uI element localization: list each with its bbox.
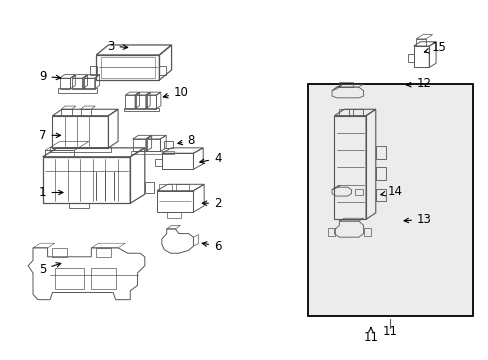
Bar	[132, 139, 145, 152]
Bar	[415, 39, 425, 46]
Bar	[72, 78, 82, 89]
Bar	[60, 78, 70, 89]
Bar	[52, 248, 67, 257]
Bar	[375, 146, 385, 158]
Text: 5: 5	[39, 263, 61, 276]
Text: 4: 4	[200, 152, 221, 165]
Text: 2: 2	[202, 197, 221, 210]
Bar	[166, 212, 181, 217]
Bar	[52, 116, 108, 148]
Bar	[352, 109, 362, 116]
Bar	[50, 147, 111, 152]
Bar	[407, 54, 413, 62]
Bar	[162, 153, 193, 169]
Text: 11: 11	[363, 328, 378, 344]
Bar	[147, 139, 160, 152]
Bar	[339, 109, 348, 116]
Bar	[90, 66, 97, 75]
Bar	[84, 78, 95, 89]
Bar	[164, 141, 173, 148]
Bar	[55, 267, 84, 289]
Text: 12: 12	[406, 77, 431, 90]
Text: 14: 14	[380, 185, 402, 198]
Bar	[375, 167, 385, 180]
Bar	[101, 57, 154, 78]
Bar	[81, 109, 91, 116]
Text: 13: 13	[403, 213, 431, 226]
Text: 10: 10	[163, 86, 188, 99]
Bar	[96, 248, 111, 257]
Bar	[413, 46, 428, 67]
Text: 3: 3	[107, 40, 127, 53]
Bar	[155, 158, 162, 166]
Bar	[339, 82, 352, 87]
Text: 6: 6	[202, 240, 221, 253]
Bar	[146, 95, 156, 109]
Bar	[61, 109, 72, 116]
Bar	[58, 88, 97, 93]
Bar	[159, 184, 171, 191]
Bar	[159, 66, 165, 75]
Bar	[375, 189, 385, 202]
Bar	[42, 157, 130, 203]
Bar	[69, 203, 89, 207]
Bar	[363, 228, 370, 236]
Bar	[334, 116, 366, 219]
Text: 7: 7	[39, 129, 61, 142]
Bar	[307, 84, 472, 316]
Bar	[176, 184, 188, 191]
Bar	[45, 150, 74, 157]
Text: 8: 8	[178, 134, 194, 147]
Bar	[144, 182, 153, 193]
Bar	[355, 189, 363, 195]
Text: 9: 9	[39, 70, 61, 83]
Bar	[125, 95, 135, 109]
Bar	[131, 151, 174, 154]
Bar	[136, 95, 145, 109]
Text: 15: 15	[424, 41, 446, 54]
Bar	[327, 228, 334, 236]
Text: 11: 11	[382, 325, 397, 338]
Bar	[157, 191, 193, 212]
Bar	[96, 55, 159, 80]
Bar	[123, 108, 159, 111]
Bar	[91, 267, 116, 289]
Text: 1: 1	[39, 186, 63, 199]
